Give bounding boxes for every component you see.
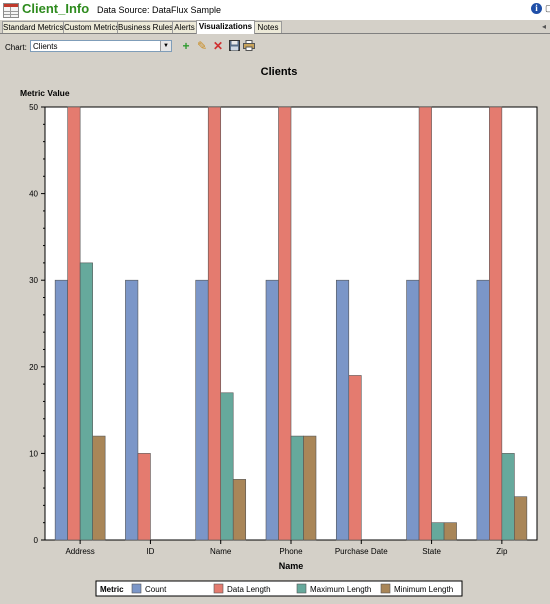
tab-scroll-icon[interactable]: ◂ xyxy=(542,22,546,31)
x-tick-label: ID xyxy=(146,547,154,556)
app-title: Client_Info xyxy=(22,1,89,16)
x-axis-label: Name xyxy=(279,561,304,571)
x-tick-label: Phone xyxy=(279,547,303,556)
chart-select-value: Clients xyxy=(33,42,57,51)
bar-count xyxy=(407,280,420,540)
tab-notes[interactable]: Notes xyxy=(254,21,282,33)
x-tick-label: Purchase Date xyxy=(335,547,388,556)
x-tick-label: Address xyxy=(65,547,94,556)
y-tick-label: 40 xyxy=(29,190,38,199)
legend-swatch xyxy=(381,584,390,593)
bar-data-length xyxy=(138,453,151,540)
chart-label: Chart: xyxy=(5,43,27,52)
x-tick-label: State xyxy=(422,547,441,556)
tab-custom-metrics[interactable]: Custom Metrics xyxy=(63,21,118,33)
legend-title: Metric xyxy=(100,585,124,594)
tab-alerts[interactable]: Alerts xyxy=(172,21,197,33)
bar-maximum-length xyxy=(221,393,234,540)
legend-swatch xyxy=(297,584,306,593)
datasource-label: Data Source: DataFlux Sample xyxy=(97,5,221,15)
bar-count xyxy=(266,280,279,540)
bar-count xyxy=(55,280,67,540)
bar-maximum-length xyxy=(502,453,515,540)
x-tick-label: Name xyxy=(210,547,232,556)
bar-data-length xyxy=(68,107,81,540)
title-bar: Client_Info Data Source: DataFlux Sample… xyxy=(0,0,550,20)
y-tick-label: 0 xyxy=(34,536,39,545)
bar-minimum-length xyxy=(304,436,317,540)
y-tick-label: 10 xyxy=(29,449,38,458)
chevron-down-icon[interactable]: ▼ xyxy=(160,41,171,51)
bar-count xyxy=(477,280,490,540)
chart-select[interactable]: Clients ▼ xyxy=(30,40,172,52)
bar-chart: Clients Metric Value 0 10 20 30 40 50 Address… xyxy=(0,57,550,601)
edit-icon[interactable]: ✎ xyxy=(196,40,208,52)
chart-toolbar: Chart: Clients ▼ + ✎ ✕ xyxy=(0,38,550,56)
bar-minimum-length xyxy=(514,497,527,540)
bar-count xyxy=(196,280,209,540)
bar-minimum-length xyxy=(93,436,106,540)
tab-standard-metrics[interactable]: Standard Metrics xyxy=(2,21,64,33)
x-tick-label: Zip xyxy=(496,547,508,556)
bar-minimum-length xyxy=(444,523,457,540)
bar-data-length xyxy=(208,107,221,540)
bar-data-length xyxy=(489,107,502,540)
legend-swatch xyxy=(214,584,223,593)
tab-visualizations[interactable]: Visualizations xyxy=(196,20,255,34)
bar-data-length xyxy=(279,107,292,540)
save-icon[interactable] xyxy=(228,40,240,52)
y-axis: 0 10 20 30 40 50 xyxy=(29,103,45,545)
legend-item-label: Data Length xyxy=(227,585,271,594)
bar-data-length xyxy=(419,107,432,540)
bar-maximum-length xyxy=(432,523,445,540)
legend-swatch xyxy=(132,584,141,593)
delete-icon[interactable]: ✕ xyxy=(212,40,224,52)
bar-count xyxy=(125,280,138,540)
y-tick-label: 20 xyxy=(29,363,38,372)
x-axis: Address ID Name Phone Purchase Date State Zip xyxy=(65,540,507,556)
legend-item-label: Count xyxy=(145,585,167,594)
help-icon[interactable]: ▢ xyxy=(545,3,550,14)
tab-strip: Standard Metrics Custom Metrics Business… xyxy=(0,20,550,34)
tab-business-rules[interactable]: Business Rules xyxy=(117,21,173,33)
bar-data-length xyxy=(349,375,362,540)
y-axis-label: Metric Value xyxy=(20,88,70,98)
bar-maximum-length xyxy=(80,263,93,540)
table-icon xyxy=(3,3,19,18)
add-icon[interactable]: + xyxy=(180,40,192,52)
info-icon[interactable]: i xyxy=(531,3,542,14)
y-tick-label: 30 xyxy=(29,276,38,285)
y-tick-label: 50 xyxy=(29,103,38,112)
print-icon[interactable] xyxy=(243,40,255,52)
bar-count xyxy=(336,280,349,540)
legend-item-label: Minimum Length xyxy=(394,585,453,594)
legend-item-label: Maximum Length xyxy=(310,585,371,594)
chart-title: Clients xyxy=(261,66,298,78)
bar-maximum-length xyxy=(291,436,304,540)
bar-minimum-length xyxy=(233,479,246,540)
legend: Metric Count Data Length Maximum Length Mini… xyxy=(96,581,462,596)
chart-panel: Clients Metric Value 0 10 20 30 40 50 Address… xyxy=(0,57,550,601)
